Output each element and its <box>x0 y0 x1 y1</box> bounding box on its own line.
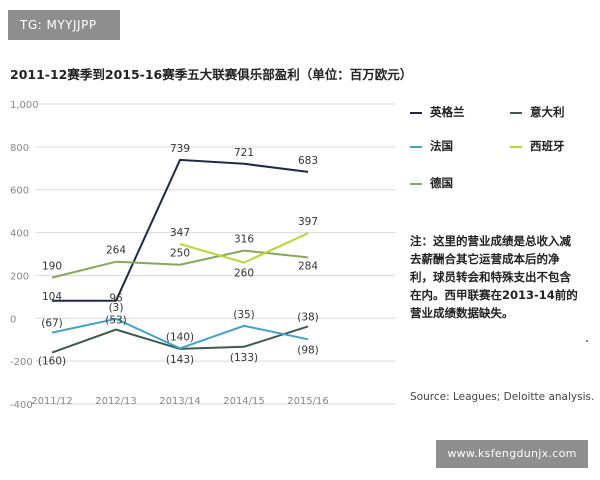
data-label: (67) <box>41 318 63 330</box>
stray-dot <box>586 340 588 342</box>
series-line <box>51 317 309 350</box>
legend-label: 法国 <box>430 139 453 153</box>
data-label: (160) <box>38 356 66 368</box>
data-label: 264 <box>106 245 126 257</box>
data-label: (133) <box>230 352 258 364</box>
legend-swatch <box>410 182 422 185</box>
legend-label: 西班牙 <box>530 139 565 153</box>
x-tick-label: 2014/15 <box>223 396 265 407</box>
x-tick-label: 2013/14 <box>159 396 201 407</box>
data-label: 284 <box>298 260 318 272</box>
series-line <box>52 158 309 302</box>
data-label: (140) <box>166 331 194 343</box>
data-label: 316 <box>234 234 254 246</box>
y-tick-label: 200 <box>10 271 29 282</box>
legend-france: 法国 <box>410 138 453 154</box>
x-tick-label: 2011/12 <box>31 396 73 407</box>
x-tick-label: 2015/16 <box>287 396 329 407</box>
legend-england: 英格兰 <box>410 104 465 120</box>
legend-germany: 德国 <box>410 175 453 191</box>
data-label: 397 <box>298 216 318 228</box>
data-label: (143) <box>166 354 194 366</box>
data-label: 260 <box>234 268 254 280</box>
legend-swatch <box>510 111 522 114</box>
data-label: (38) <box>297 311 319 323</box>
y-tick-label: 800 <box>10 143 29 154</box>
source-text: Source: Leagues; Deloitte analysis. <box>410 391 595 403</box>
y-tick-label: 600 <box>10 186 29 197</box>
data-label: (98) <box>297 344 319 356</box>
y-tick-label: -400 <box>10 400 33 411</box>
y-tick-label: 1,000 <box>10 100 39 111</box>
legend-spain: 西班牙 <box>510 138 565 154</box>
data-label: 190 <box>42 261 62 273</box>
chart-note: 注：这里的营业成绩是总收入减去薪酬合其它运营成本后的净利，球员转会和特殊支出不包… <box>410 234 578 320</box>
data-label: 96 <box>109 293 123 305</box>
legend-label: 英格兰 <box>430 105 465 119</box>
legend-swatch <box>410 145 422 148</box>
data-label: 250 <box>170 248 190 260</box>
watermark-tag: TG: MYYJJPP <box>8 10 120 40</box>
data-label: 721 <box>234 147 254 159</box>
data-label: (53) <box>105 315 127 327</box>
y-tick-label: 400 <box>10 229 29 240</box>
y-tick-label: -200 <box>10 357 33 368</box>
data-label: 739 <box>170 143 190 155</box>
data-label: 683 <box>298 155 318 167</box>
legend-label: 意大利 <box>530 105 565 119</box>
data-label: (3) <box>109 302 124 314</box>
data-label: (35) <box>233 309 255 321</box>
legend-swatch <box>410 111 422 114</box>
x-tick-label: 2012/13 <box>95 396 137 407</box>
site-watermark: www.ksfengdunjx.com <box>436 440 588 468</box>
series-line <box>179 232 309 264</box>
data-label: 347 <box>170 227 190 239</box>
y-tick-label: 0 <box>10 314 16 325</box>
legend-italy: 意大利 <box>510 104 565 120</box>
data-label: 104 <box>42 291 62 303</box>
legend-swatch <box>510 145 522 148</box>
legend-label: 德国 <box>430 176 453 190</box>
chart-title: 2011-12赛季到2015-16赛季五大联赛俱乐部盈利（单位：百万欧元） <box>10 67 413 82</box>
